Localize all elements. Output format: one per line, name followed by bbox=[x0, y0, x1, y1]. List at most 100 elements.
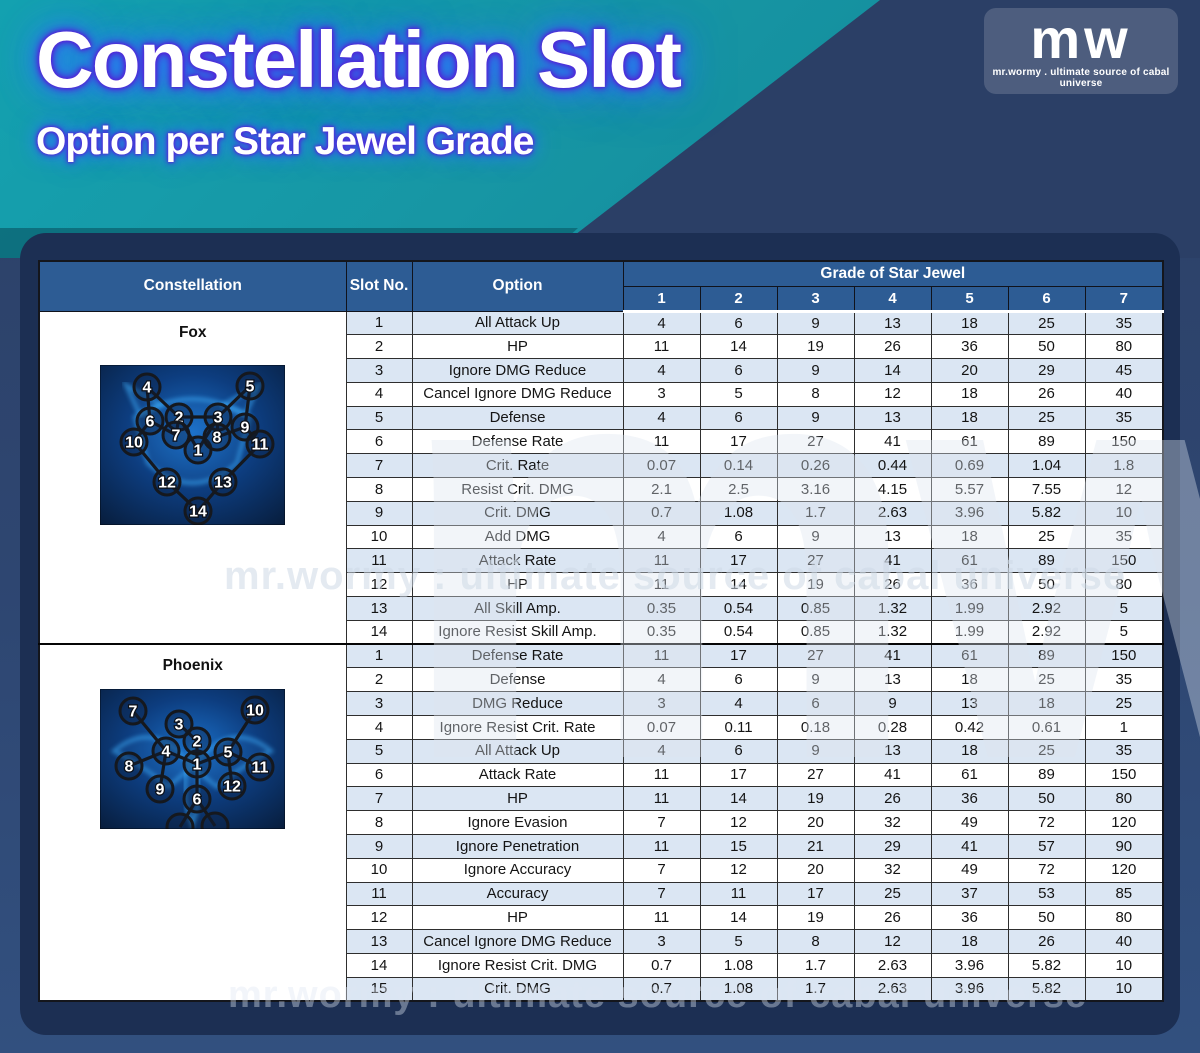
value-cell: 13 bbox=[930, 691, 1009, 717]
value-cell: 0.07 bbox=[622, 715, 701, 740]
value-cell: 26 bbox=[853, 905, 932, 931]
slot-cell: 9 bbox=[345, 834, 413, 859]
value-cell: 36 bbox=[930, 905, 1009, 931]
value-cell: 0.11 bbox=[699, 715, 778, 740]
value-cell: 4 bbox=[622, 310, 701, 336]
value-cell: 12 bbox=[853, 929, 932, 955]
value-cell: 0.14 bbox=[699, 453, 778, 479]
slot-cell: 12 bbox=[345, 905, 413, 931]
value-cell: 18 bbox=[930, 738, 1009, 764]
diagram-node-number: 14 bbox=[189, 503, 207, 520]
diagram-node-number: 13 bbox=[214, 474, 232, 491]
value-cell: 0.7 bbox=[622, 976, 701, 1002]
value-cell: 36 bbox=[930, 786, 1009, 812]
value-cell: 1.04 bbox=[1007, 453, 1086, 479]
option-cell: Crit. DMG bbox=[411, 500, 624, 526]
slot-cell: 8 bbox=[345, 810, 413, 836]
diagram-node-number: 1 bbox=[194, 442, 203, 459]
mw-logo-tagline: mr.wormy . ultimate source of cabal univ… bbox=[992, 67, 1170, 89]
value-cell: 36 bbox=[930, 572, 1009, 598]
diagram-node-number: 12 bbox=[158, 474, 176, 491]
option-cell: All Attack Up bbox=[411, 738, 624, 764]
col-header-grade-1: 1 bbox=[622, 285, 701, 313]
value-cell: 50 bbox=[1007, 572, 1086, 598]
value-cell: 25 bbox=[1084, 691, 1164, 717]
option-cell: Ignore Resist Crit. Rate bbox=[411, 715, 624, 740]
table-header: Constellation Slot No. Option Grade of S… bbox=[38, 260, 1164, 313]
constellation-cell: Phoenix 1 2 3 4 5 6 7 8 9 10 11 12 bbox=[38, 643, 347, 1002]
value-cell: 7 bbox=[622, 857, 701, 883]
diagram-node bbox=[182, 726, 212, 756]
diagram-node bbox=[114, 751, 144, 781]
table-row: 10 Add DMG 4 6 9 13 18 25 35 bbox=[39, 524, 1164, 550]
value-cell: 9 bbox=[776, 524, 855, 550]
table-row: 13 Cancel Ignore DMG Reduce 3 5 8 12 18 26 40 bbox=[39, 929, 1164, 955]
value-cell: 49 bbox=[930, 857, 1009, 883]
value-cell: 0.42 bbox=[930, 715, 1009, 740]
value-cell: 8 bbox=[776, 929, 855, 955]
value-cell: 20 bbox=[776, 810, 855, 836]
value-cell: 26 bbox=[1007, 381, 1086, 407]
table-row: 13 All Skill Amp. 0.35 0.54 0.85 1.32 1.99 2.92… bbox=[39, 596, 1164, 621]
value-cell: 41 bbox=[853, 762, 932, 788]
value-cell: 12 bbox=[699, 810, 778, 836]
table-row: 9 Crit. DMG 0.7 1.08 1.7 2.63 3.96 5.82 10 bbox=[39, 500, 1164, 526]
slot-cell: 5 bbox=[345, 405, 413, 431]
diagram-node-number: 3 bbox=[175, 717, 184, 734]
value-cell: 25 bbox=[1007, 310, 1086, 336]
value-cell: 0.85 bbox=[776, 619, 855, 645]
value-cell: 89 bbox=[1007, 762, 1086, 788]
table-row: 12 HP 11 14 19 26 36 50 80 bbox=[39, 905, 1164, 931]
value-cell: 0.35 bbox=[622, 619, 701, 645]
diagram-node bbox=[164, 709, 194, 739]
value-cell: 18 bbox=[930, 310, 1009, 336]
value-cell: 25 bbox=[1007, 667, 1086, 693]
diagram-node-number: 5 bbox=[224, 745, 233, 762]
value-cell: 3 bbox=[622, 929, 701, 955]
value-cell: 9 bbox=[776, 738, 855, 764]
table-row: 14 Ignore Resist Crit. DMG 0.7 1.08 1.7 2.63 3… bbox=[39, 953, 1164, 978]
col-header-grade-5: 5 bbox=[930, 285, 1009, 313]
value-cell: 11 bbox=[622, 762, 701, 788]
value-cell: 3 bbox=[622, 691, 701, 717]
diagram-node-number: 6 bbox=[193, 792, 202, 809]
value-cell: 61 bbox=[930, 548, 1009, 574]
value-cell: 18 bbox=[930, 929, 1009, 955]
diagram-node bbox=[182, 749, 212, 779]
value-cell: 1.7 bbox=[776, 976, 855, 1002]
table-row: 3 DMG Reduce 3 4 6 9 13 18 25 bbox=[39, 691, 1164, 717]
slot-cell: 6 bbox=[345, 762, 413, 788]
value-cell: 35 bbox=[1084, 738, 1164, 764]
slot-cell: 7 bbox=[345, 453, 413, 479]
diagram-node bbox=[217, 771, 247, 801]
value-cell: 150 bbox=[1084, 762, 1164, 788]
value-cell: 17 bbox=[699, 548, 778, 574]
value-cell: 19 bbox=[776, 905, 855, 931]
diagram-node bbox=[240, 695, 270, 725]
diagram-node bbox=[151, 736, 181, 766]
value-cell: 2.5 bbox=[699, 477, 778, 502]
value-cell: 3.16 bbox=[776, 477, 855, 502]
option-cell: All Attack Up bbox=[411, 310, 624, 336]
slot-cell: 7 bbox=[345, 786, 413, 812]
value-cell: 4 bbox=[622, 667, 701, 693]
value-cell: 18 bbox=[1007, 691, 1086, 717]
value-cell: 8 bbox=[776, 381, 855, 407]
value-cell: 57 bbox=[1007, 834, 1086, 859]
value-cell: 32 bbox=[853, 857, 932, 883]
value-cell: 1.08 bbox=[699, 976, 778, 1002]
value-cell: 0.18 bbox=[776, 715, 855, 740]
value-cell: 85 bbox=[1084, 881, 1164, 907]
diagram-node bbox=[183, 496, 213, 525]
value-cell: 21 bbox=[776, 834, 855, 859]
title-block: Constellation Slot Option per Star Jewel… bbox=[36, 14, 682, 164]
diagram-node bbox=[203, 402, 233, 432]
diagram-node-number: 12 bbox=[223, 779, 241, 796]
diagram-node bbox=[152, 467, 182, 497]
diagram-node bbox=[213, 737, 243, 767]
value-cell: 10 bbox=[1084, 953, 1164, 978]
constellation-name: Fox bbox=[178, 323, 207, 341]
value-cell: 1.99 bbox=[930, 596, 1009, 621]
value-cell: 40 bbox=[1084, 381, 1164, 407]
option-cell: Ignore Evasion bbox=[411, 810, 624, 836]
